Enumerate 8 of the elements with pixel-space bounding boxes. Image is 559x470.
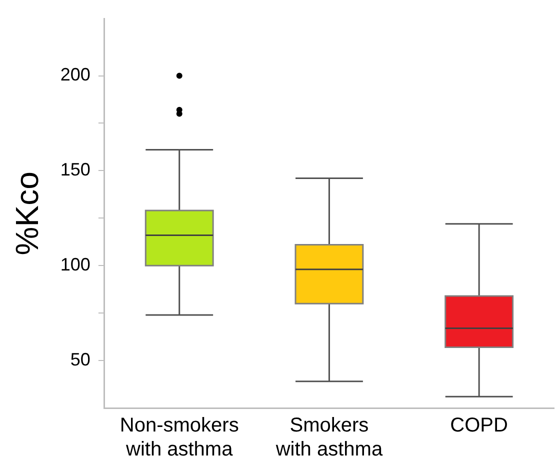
x-tick-label: Non-smokers with asthma [120, 414, 239, 461]
y-tick-label: 50 [70, 350, 90, 370]
y-tick-label: 150 [60, 160, 90, 180]
x-tick-label: Smokers with asthma [274, 414, 384, 461]
x-tick-label: COPD [450, 414, 508, 437]
y-axis-title: %Kco [9, 172, 46, 256]
y-tick-label: 100 [60, 254, 90, 275]
y-tick-label: 200 [60, 64, 90, 85]
